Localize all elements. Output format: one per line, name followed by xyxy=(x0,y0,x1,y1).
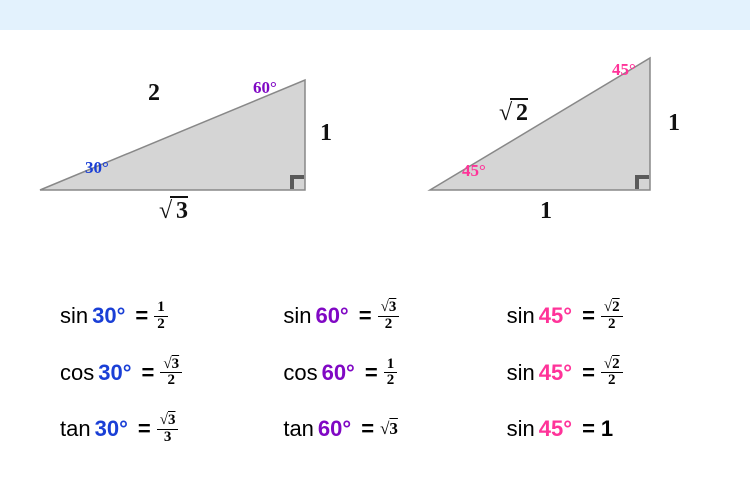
equals-sign: = xyxy=(365,360,378,386)
equals-sign: = xyxy=(582,416,595,442)
diagram-canvas: 2 1 3 √ 30° 60° 2 √ 1 1 45° 45° sin 30° … xyxy=(0,30,750,500)
t2-side-opposite: 1 xyxy=(668,110,680,137)
func-label: sin xyxy=(60,303,88,329)
func-label: cos xyxy=(60,360,94,386)
eq-sin-45-b: sin 45° = √22 xyxy=(507,357,720,390)
angle-label: 30° xyxy=(92,303,125,329)
eq-tan-60: tan 60° = √3 xyxy=(283,413,496,446)
angle-label: 45° xyxy=(539,360,572,386)
eq-sin-45-c: sin 45° = 1 xyxy=(507,413,720,446)
right-angle-icon xyxy=(635,175,649,189)
func-label: cos xyxy=(283,360,317,386)
equals-sign: = xyxy=(359,303,372,329)
t2-side-adjacent: 1 xyxy=(540,198,552,225)
plain-value: 1 xyxy=(601,416,613,442)
t2-angle-45-top: 45° xyxy=(612,60,636,80)
func-label: sin xyxy=(507,360,535,386)
fraction: √32 xyxy=(378,300,400,333)
func-label: tan xyxy=(283,416,314,442)
fraction: √33 xyxy=(157,413,179,446)
equals-sign: = xyxy=(582,303,595,329)
equations-grid: sin 30° = 12 sin 60° = √32 sin 45° = √22… xyxy=(60,300,720,446)
fraction: 12 xyxy=(384,357,398,390)
angle-label: 30° xyxy=(98,360,131,386)
angle-label: 45° xyxy=(539,416,572,442)
angle-label: 60° xyxy=(318,416,351,442)
func-label: sin xyxy=(283,303,311,329)
eq-cos-60: cos 60° = 12 xyxy=(283,357,496,390)
t2-angle-45-bottom: 45° xyxy=(462,161,486,181)
fraction: √22 xyxy=(601,300,623,333)
equals-sign: = xyxy=(142,360,155,386)
angle-label: 60° xyxy=(322,360,355,386)
fraction: √32 xyxy=(160,357,182,390)
equals-sign: = xyxy=(135,303,148,329)
eq-sin-30: sin 30° = 12 xyxy=(60,300,273,333)
equals-sign: = xyxy=(582,360,595,386)
func-label: sin xyxy=(507,303,535,329)
surd-value: √3 xyxy=(380,419,398,439)
eq-cos-30: cos 30° = √32 xyxy=(60,357,273,390)
angle-label: 30° xyxy=(95,416,128,442)
angle-label: 45° xyxy=(539,303,572,329)
t2-side-hypotenuse: 2 √ xyxy=(510,100,528,127)
eq-sin-60: sin 60° = √32 xyxy=(283,300,496,333)
eq-sin-45: sin 45° = √22 xyxy=(507,300,720,333)
equals-sign: = xyxy=(138,416,151,442)
angle-label: 60° xyxy=(315,303,348,329)
header-bar xyxy=(0,0,750,30)
func-label: sin xyxy=(507,416,535,442)
fraction: √22 xyxy=(601,357,623,390)
equals-sign: = xyxy=(361,416,374,442)
fraction: 12 xyxy=(154,300,168,333)
eq-tan-30: tan 30° = √33 xyxy=(60,413,273,446)
func-label: tan xyxy=(60,416,91,442)
